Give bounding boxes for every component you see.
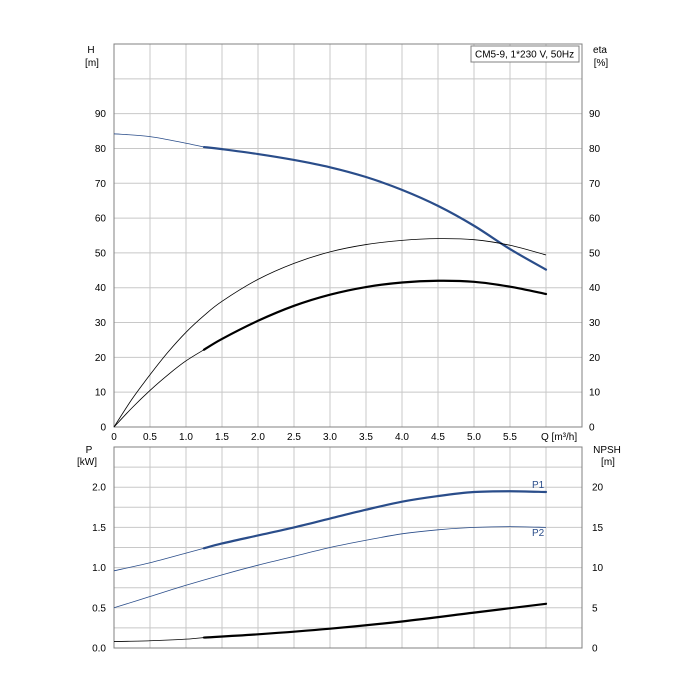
series-label-p2: P2 bbox=[532, 528, 545, 539]
top-right-tick-labels: 0 10 20 30 40 50 60 70 80 90 bbox=[589, 109, 601, 433]
bottom-right-tick-label: 10 bbox=[592, 563, 604, 574]
top-left-axis-unit: [m] bbox=[85, 58, 99, 69]
legend-box: CM5-9, 1*230 V, 50Hz bbox=[470, 45, 580, 63]
x-tick-label: 0.5 bbox=[143, 432, 157, 443]
top-left-tick-label: 60 bbox=[95, 214, 107, 225]
efficiency-curve-lower-thin bbox=[113, 349, 205, 428]
top-plot-frame bbox=[113, 43, 583, 428]
x-tick-label: 4.0 bbox=[395, 432, 409, 443]
bottom-grid bbox=[114, 447, 582, 648]
bottom-right-tick-label: 5 bbox=[592, 603, 598, 614]
npsh-curve-thin bbox=[113, 637, 205, 642]
top-curves bbox=[113, 133, 548, 428]
top-left-tick-label: 40 bbox=[95, 283, 107, 294]
top-left-tick-label: 90 bbox=[95, 109, 107, 120]
series-label-p1: P1 bbox=[532, 480, 545, 491]
bottom-right-tick-label: 0 bbox=[592, 644, 598, 655]
top-right-axis-unit: [%] bbox=[594, 58, 609, 69]
power-p1-curve-bold bbox=[202, 490, 548, 550]
x-tick-labels: 0 0.5 1.0 1.5 2.0 2.5 3.0 3.5 4.0 4.5 5.0 5.5 bbox=[111, 432, 517, 443]
bottom-left-tick-label: 1.5 bbox=[92, 523, 106, 534]
bottom-right-tick-label: 20 bbox=[592, 483, 604, 494]
x-tick-label: 2.0 bbox=[251, 432, 265, 443]
top-right-tick-label: 0 bbox=[589, 423, 595, 434]
x-tick-label: 3.5 bbox=[359, 432, 373, 443]
top-left-tick-label: 10 bbox=[95, 388, 107, 399]
power-p1-curve-thin bbox=[113, 547, 205, 572]
head-curve-thin bbox=[113, 133, 205, 148]
top-left-tick-labels: 0 10 20 30 40 50 60 70 80 90 bbox=[95, 109, 107, 433]
x-axis-title: Q [m³/h] bbox=[541, 432, 577, 443]
bottom-panel: P [kW] NPSH [m] 0.0 0.5 1.0 1.5 2.0 0 5 10 15 20… bbox=[77, 445, 621, 655]
bottom-right-axis-unit: [m] bbox=[601, 457, 615, 468]
bottom-right-tick-label: 15 bbox=[592, 523, 604, 534]
top-left-tick-label: 0 bbox=[100, 423, 106, 434]
x-tick-label: 1.5 bbox=[215, 432, 229, 443]
npsh-curve-bold bbox=[202, 602, 548, 639]
top-right-tick-label: 50 bbox=[589, 248, 601, 259]
legend-text: CM5-9, 1*230 V, 50Hz bbox=[475, 50, 574, 61]
bottom-left-axis-unit: [kW] bbox=[77, 457, 97, 468]
bottom-left-tick-label: 0.5 bbox=[92, 603, 106, 614]
top-left-tick-label: 20 bbox=[95, 353, 107, 364]
head-curve-bold bbox=[202, 145, 548, 271]
top-right-tick-label: 70 bbox=[589, 179, 601, 190]
bottom-curves bbox=[113, 490, 548, 642]
bottom-left-tick-labels: 0.0 0.5 1.0 1.5 2.0 bbox=[92, 483, 106, 655]
x-tick-label: 2.5 bbox=[287, 432, 301, 443]
top-left-tick-label: 80 bbox=[95, 144, 107, 155]
legend-frame bbox=[470, 45, 580, 63]
bottom-plot-frame bbox=[113, 446, 583, 649]
top-right-tick-label: 40 bbox=[589, 283, 601, 294]
top-left-tick-label: 30 bbox=[95, 318, 107, 329]
top-left-axis-title: H bbox=[87, 45, 94, 56]
x-tick-label: 1.0 bbox=[179, 432, 193, 443]
x-tick-label: 5.0 bbox=[467, 432, 481, 443]
top-left-tick-label: 50 bbox=[95, 248, 107, 259]
top-panel: CM5-9, 1*230 V, 50Hz H [m] eta [%] 0 10 20… bbox=[85, 43, 609, 443]
efficiency-curve-lower-bold bbox=[202, 279, 548, 351]
x-tick-label: 4.5 bbox=[431, 432, 445, 443]
bottom-left-tick-label: 0.0 bbox=[92, 644, 106, 655]
bottom-left-tick-label: 1.0 bbox=[92, 563, 106, 574]
bottom-left-tick-label: 2.0 bbox=[92, 483, 106, 494]
top-right-tick-label: 80 bbox=[589, 144, 601, 155]
x-tick-label: 3.0 bbox=[323, 432, 337, 443]
power-p2-curve-thin bbox=[113, 526, 547, 609]
top-right-tick-label: 10 bbox=[589, 388, 601, 399]
top-right-tick-label: 30 bbox=[589, 318, 601, 329]
bottom-right-tick-labels: 0 5 10 15 20 bbox=[592, 483, 604, 655]
bottom-left-axis-title: P bbox=[86, 445, 93, 456]
top-left-tick-label: 70 bbox=[95, 179, 107, 190]
top-right-tick-label: 20 bbox=[589, 353, 601, 364]
top-grid bbox=[114, 44, 582, 427]
top-right-tick-label: 90 bbox=[589, 109, 601, 120]
efficiency-curve-upper-thin bbox=[113, 238, 547, 428]
top-right-tick-label: 60 bbox=[589, 214, 601, 225]
bottom-right-axis-title: NPSH bbox=[593, 445, 621, 456]
top-right-axis-title: eta bbox=[593, 45, 607, 56]
x-tick-label: 5.5 bbox=[503, 432, 517, 443]
x-tick-label: 0 bbox=[111, 432, 117, 443]
